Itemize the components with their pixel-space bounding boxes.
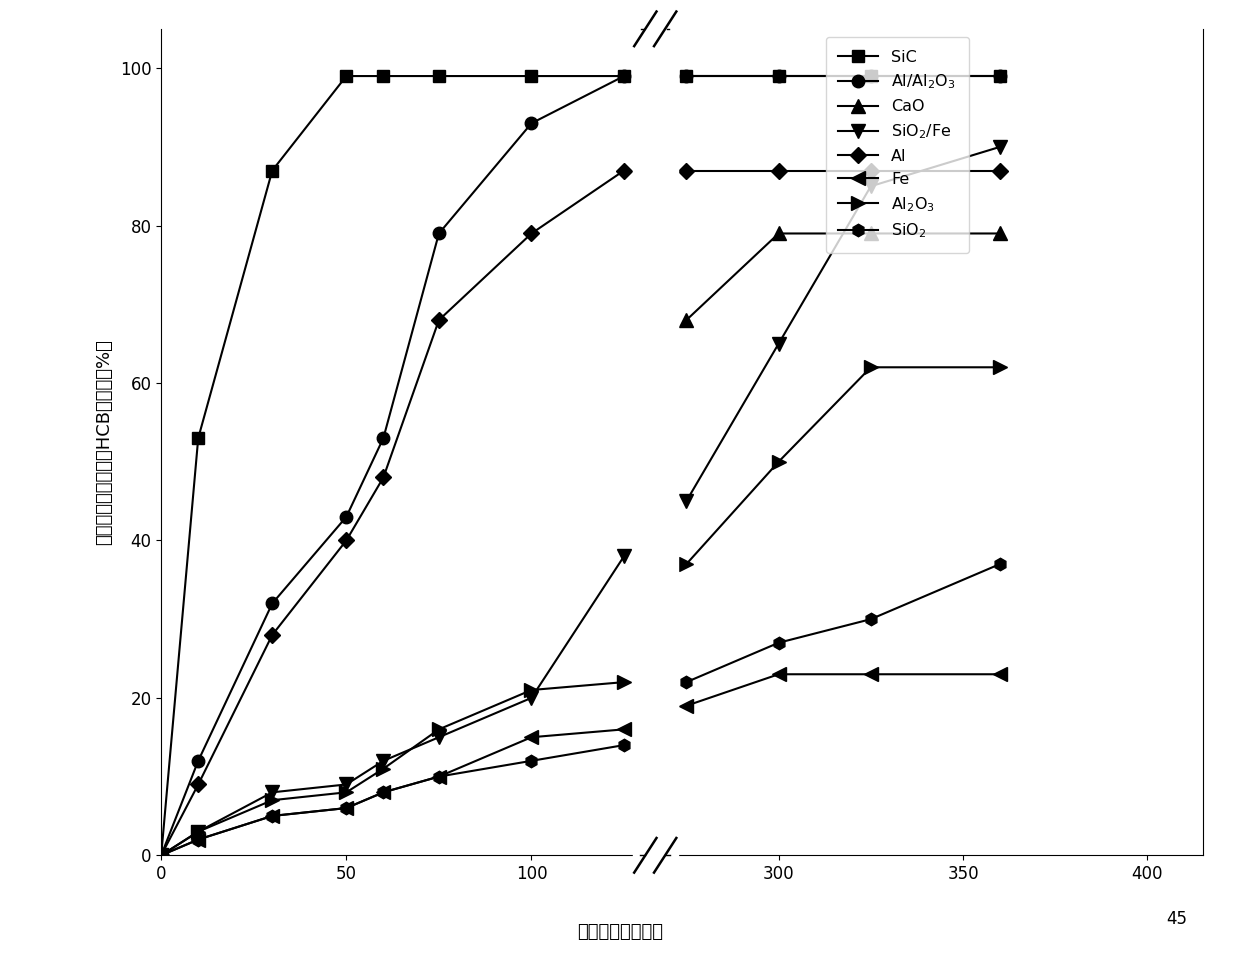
Legend: SiC, Al/Al$_2$O$_3$, CaO, SiO$_2$/Fe, Al, Fe, Al$_2$O$_3$, SiO$_2$: SiC, Al/Al$_2$O$_3$, CaO, SiO$_2$/Fe, Al…	[826, 37, 968, 253]
Text: 45: 45	[1167, 910, 1188, 928]
Y-axis label: 添加不同添加剂降解HCB的效率（%）: 添加不同添加剂降解HCB的效率（%）	[95, 339, 113, 545]
Text: 球磨时间（分钟）: 球磨时间（分钟）	[577, 923, 663, 941]
